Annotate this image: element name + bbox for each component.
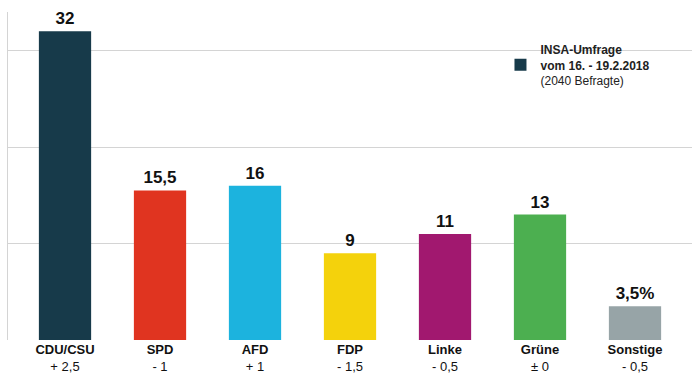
- svg-text:AFD+ 1: AFD+ 1: [242, 342, 269, 374]
- svg-text:11: 11: [436, 212, 454, 231]
- svg-text:32: 32: [56, 9, 75, 28]
- svg-text:CDU/CSU+ 2,5: CDU/CSU+ 2,5: [35, 342, 94, 374]
- svg-text:Sonstige- 0,5: Sonstige- 0,5: [608, 342, 663, 374]
- svg-text:Linke- 0,5: Linke- 0,5: [428, 342, 462, 374]
- svg-text:15,5: 15,5: [143, 168, 176, 187]
- svg-text:16: 16: [246, 164, 265, 183]
- svg-text:SPD- 1: SPD- 1: [147, 342, 174, 374]
- svg-text:9: 9: [345, 231, 354, 250]
- svg-text:3,5%: 3,5%: [616, 284, 655, 303]
- svg-text:Grüne± 0: Grüne± 0: [521, 342, 559, 374]
- svg-text:13: 13: [531, 193, 550, 212]
- svg-text:INSA-Umfragevom 16. - 19.2.201: INSA-Umfragevom 16. - 19.2.2018(2040 Bef…: [540, 43, 649, 88]
- svg-text:FDP- 1,5: FDP- 1,5: [337, 342, 363, 374]
